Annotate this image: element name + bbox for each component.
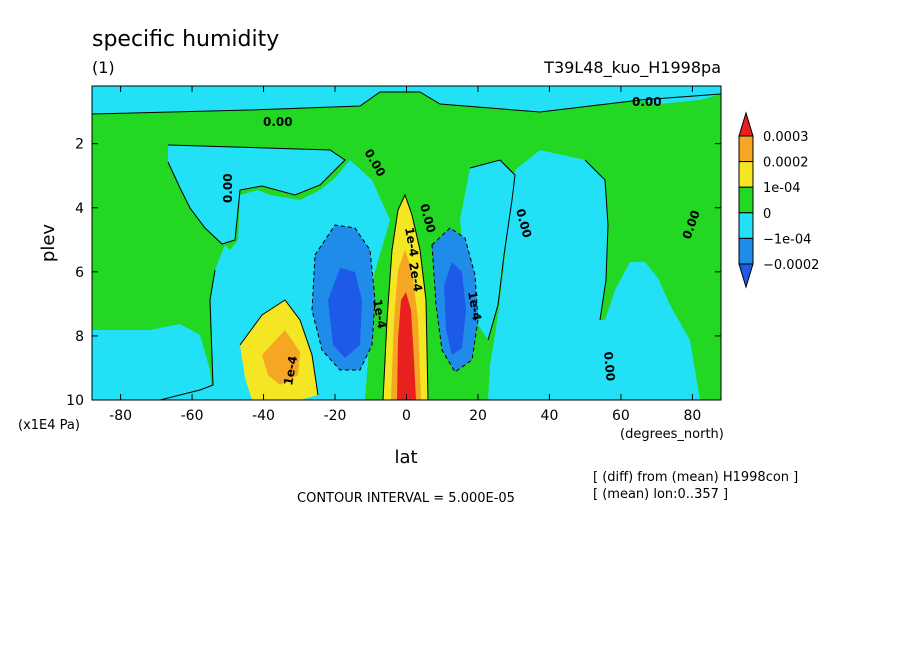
- y-axis: 2 4 6 8 10: [66, 137, 721, 409]
- cyan-pocket-upper: [168, 145, 345, 244]
- contour-zero-north: [469, 159, 516, 341]
- y-tick-label: 10: [66, 393, 84, 409]
- y-axis-label: plev: [38, 224, 59, 263]
- x-tick-label: 40: [541, 408, 559, 424]
- annotation-diff: [ (diff) from (mean) H1998con ]: [593, 470, 798, 485]
- chart-title: specific humidity: [92, 27, 279, 52]
- equatorial-red: [397, 292, 416, 400]
- contour-zero-south: [167, 144, 346, 245]
- x-tick-label: -60: [181, 408, 204, 424]
- colorbar-label: 0.0002: [763, 156, 809, 171]
- contour-zero-top: [92, 91, 721, 115]
- cyan-pocket-arctic: [636, 86, 721, 104]
- y-tick-label: 6: [75, 265, 84, 281]
- colorbar-swatch: [738, 135, 754, 163]
- colorbar-label: −0.0002: [763, 258, 819, 273]
- colorbar-label: 0.0003: [763, 130, 809, 145]
- contour-label: 2e-4: [406, 261, 425, 293]
- contour-label: 1e-4: [402, 226, 421, 258]
- y-unit-label: (x1E4 Pa): [18, 418, 80, 433]
- colorbar-swatch: [738, 186, 754, 214]
- x-axis: -80 -60 -40 -20 0 20 40 60 80: [109, 86, 701, 424]
- contour-south-max: [239, 299, 319, 396]
- y-tick-label: 8: [75, 329, 84, 345]
- contour-negative-south: [311, 224, 376, 371]
- x-axis-label: lat: [394, 447, 417, 468]
- x-tick-label: 0: [402, 408, 411, 424]
- negative-lobe-south-core: [328, 268, 362, 358]
- cyan-pocket-mid: [92, 324, 212, 400]
- contour-label: 0.00: [601, 351, 618, 382]
- contour-interval: CONTOUR INTERVAL = 5.000E-05: [297, 491, 515, 506]
- contour-label: 0.00: [221, 173, 235, 203]
- x-tick-label: 60: [612, 408, 630, 424]
- colorbar-swatch: [738, 237, 754, 265]
- contour-label: 0.00: [263, 115, 293, 129]
- colorbar-label: −1e-04: [763, 232, 811, 247]
- x-tick-label: 80: [683, 408, 701, 424]
- contour-label: 0.00: [632, 95, 662, 109]
- colorbar-label: 0: [763, 207, 771, 222]
- contour-equatorial: [382, 193, 429, 400]
- colorbar-swatch: [738, 212, 754, 239]
- x-tick-label: -80: [109, 408, 132, 424]
- positive-max-south-core: [262, 330, 300, 385]
- annotation-mean: [ (mean) lon:0..357 ]: [593, 487, 728, 502]
- plot-area: [92, 86, 721, 400]
- colorbar-label: 1e-04: [763, 181, 801, 196]
- contour-label: 1e-4: [281, 355, 300, 387]
- run-label: T39L48_kuo_H1998pa: [543, 58, 721, 78]
- contour-label: 1e-4: [370, 298, 389, 330]
- negative-lobe-north-core: [444, 262, 466, 355]
- colorbar: 0.0003 0.0002 1e-04 0 −1e-04 −0.0002: [738, 111, 819, 289]
- contour-zero-arctic: [584, 159, 609, 321]
- contour-zero-mid: [92, 269, 216, 400]
- colorbar-swatch: [738, 161, 754, 188]
- colorbar-arrow-bottom: [738, 263, 754, 289]
- y-tick-label: 4: [75, 201, 84, 217]
- chart-subtitle: (1): [92, 58, 115, 77]
- x-tick-label: -20: [324, 408, 347, 424]
- x-tick-label: 20: [469, 408, 487, 424]
- colorbar-arrow-top: [738, 111, 754, 137]
- y-tick-label: 2: [75, 137, 84, 153]
- x-tick-label: -40: [252, 408, 275, 424]
- contour-label: 1e-4: [465, 290, 484, 322]
- x-unit-label: (degrees_north): [620, 427, 724, 442]
